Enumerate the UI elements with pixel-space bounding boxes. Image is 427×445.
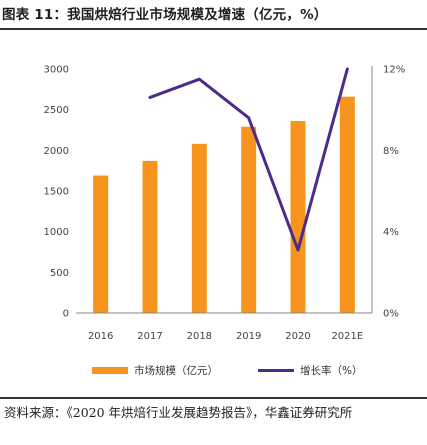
x-tick-label: 2018 <box>187 331 212 342</box>
y-right-tick-label: 8% <box>383 146 399 157</box>
legend-line-swatch <box>258 369 294 372</box>
y-left-tick-label: 0 <box>63 309 69 320</box>
legend-bar-swatch <box>92 367 128 374</box>
x-tick-label: 2017 <box>137 331 162 342</box>
bar-2018 <box>191 143 207 313</box>
y-left-tick-label: 2000 <box>44 146 69 157</box>
y-right-tick-label: 0% <box>383 309 399 320</box>
figure-source: 资料来源：《2020 年烘焙行业发展趋势报告》，华鑫证券研究所 <box>4 405 353 420</box>
y-left-tick-label: 3000 <box>44 65 69 76</box>
legend-item-market-size: 市场规模（亿元） <box>92 363 218 378</box>
y-left-tick-label: 500 <box>50 268 69 279</box>
source-rule <box>0 397 427 399</box>
title-rule <box>0 28 427 30</box>
legend-label-market-size: 市场规模（亿元） <box>134 365 218 377</box>
bar-2019 <box>241 126 257 313</box>
x-tick-label: 2016 <box>88 331 113 342</box>
bar-2017 <box>142 160 158 313</box>
legend-item-growth-rate: 增长率（%） <box>258 363 362 378</box>
x-tick-label: 2021E <box>331 331 363 342</box>
y-left-tick-label: 1000 <box>44 227 69 238</box>
x-tick-label: 2020 <box>285 331 310 342</box>
y-left-tick-label: 1500 <box>44 187 69 198</box>
x-tick-label: 2019 <box>236 331 261 342</box>
bar-2016 <box>93 175 109 313</box>
y-left-tick-label: 2500 <box>44 105 69 116</box>
figure-title: 图表 11：我国烘焙行业市场规模及增速（亿元，%） <box>2 7 328 23</box>
bar-2020 <box>290 121 306 313</box>
y-right-tick-label: 4% <box>383 227 399 238</box>
legend: 市场规模（亿元） 增长率（%） <box>0 363 427 381</box>
y-right-tick-label: 12% <box>383 65 405 76</box>
legend-label-growth-rate: 增长率（%） <box>300 365 363 377</box>
bar-2021E <box>339 96 355 313</box>
combo-chart: 0 500 1000 1500 2000 2500 3000 0% 4% 8% 12% 2016 201… <box>44 65 406 343</box>
